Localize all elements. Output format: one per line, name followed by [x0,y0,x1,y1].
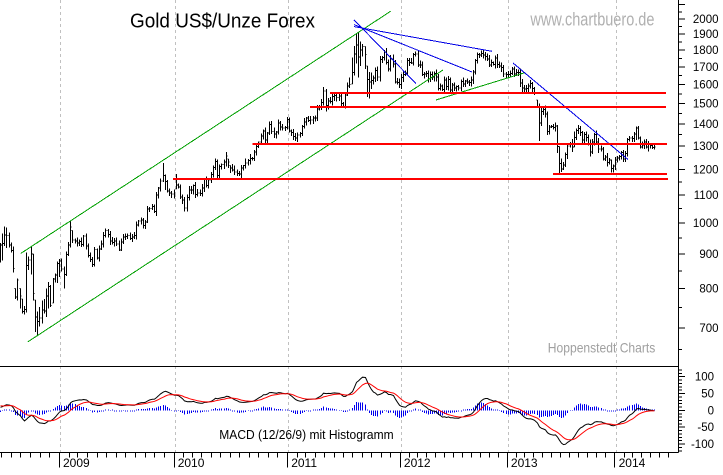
svg-text:1200: 1200 [693,164,719,176]
svg-text:1500: 1500 [693,99,719,111]
svg-text:1300: 1300 [693,141,719,153]
svg-text:2014: 2014 [619,456,646,470]
svg-text:1600: 1600 [693,80,719,92]
svg-text:1100: 1100 [694,190,719,202]
svg-text:-100: -100 [691,439,714,451]
svg-text:50: 50 [701,389,714,401]
svg-text:Hoppenstedt Charts: Hoppenstedt Charts [548,339,656,355]
svg-text:0: 0 [708,405,714,417]
svg-text:1000: 1000 [693,218,719,230]
svg-text:800: 800 [699,284,718,296]
svg-text:100: 100 [695,372,714,384]
svg-text:2009: 2009 [63,456,90,470]
svg-text:www.chartbuero.de: www.chartbuero.de [530,10,655,30]
svg-text:1700: 1700 [693,62,719,74]
svg-text:2012: 2012 [404,456,431,470]
svg-text:1900: 1900 [693,29,719,41]
svg-text:2013: 2013 [511,456,538,470]
svg-text:2010: 2010 [178,456,205,470]
svg-text:-50: -50 [697,422,714,434]
svg-text:MACD (12/26/9) mit Histogramm: MACD (12/26/9) mit Histogramm [219,427,393,442]
svg-text:2000: 2000 [693,14,719,26]
svg-text:700: 700 [699,323,718,335]
svg-text:900: 900 [699,249,718,261]
svg-text:1400: 1400 [693,119,719,131]
svg-text:Gold US$/Unze Forex: Gold US$/Unze Forex [130,11,315,33]
svg-text:2011: 2011 [291,456,317,470]
svg-text:1800: 1800 [693,45,719,57]
